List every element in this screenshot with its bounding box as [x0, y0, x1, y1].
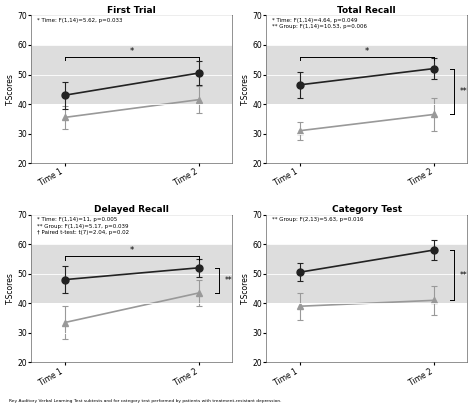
- Text: * Time: F(1,14)=5.62, p=0.033: * Time: F(1,14)=5.62, p=0.033: [37, 18, 123, 23]
- Text: * Time: F(1,14)=11, p=0.005
** Group: F(1,14)=5.17, p=0.039
† Paired t-test: t(7: * Time: F(1,14)=11, p=0.005 ** Group: F(…: [37, 217, 129, 235]
- Text: *: *: [130, 47, 134, 56]
- Y-axis label: T-Scores: T-Scores: [240, 273, 249, 305]
- Bar: [31, 244, 232, 303]
- Y-axis label: T-Scores: T-Scores: [6, 73, 15, 105]
- Text: *: *: [365, 47, 369, 56]
- Y-axis label: T-Scores: T-Scores: [6, 273, 15, 305]
- Bar: [266, 45, 467, 104]
- Title: Total Recall: Total Recall: [337, 6, 396, 15]
- Text: *: *: [130, 246, 134, 255]
- Text: **: **: [459, 87, 467, 96]
- Text: **: **: [459, 271, 467, 280]
- Text: ** Group: F(2,13)=5.63, p=0.016: ** Group: F(2,13)=5.63, p=0.016: [272, 217, 364, 222]
- Title: Delayed Recall: Delayed Recall: [94, 205, 169, 214]
- Bar: [31, 45, 232, 104]
- Title: Category Test: Category Test: [332, 205, 402, 214]
- Text: Rey Auditory Verbal Learning Test subtests and for category test performed by pa: Rey Auditory Verbal Learning Test subtes…: [9, 399, 282, 403]
- Text: **: **: [224, 276, 232, 285]
- Title: First Trial: First Trial: [108, 6, 156, 15]
- Bar: [266, 244, 467, 303]
- Y-axis label: T-Scores: T-Scores: [240, 73, 249, 105]
- Text: * Time: F(1,14)=4.64, p=0.049
** Group: F(1,14)=10.53, p=0.006: * Time: F(1,14)=4.64, p=0.049 ** Group: …: [272, 18, 367, 30]
